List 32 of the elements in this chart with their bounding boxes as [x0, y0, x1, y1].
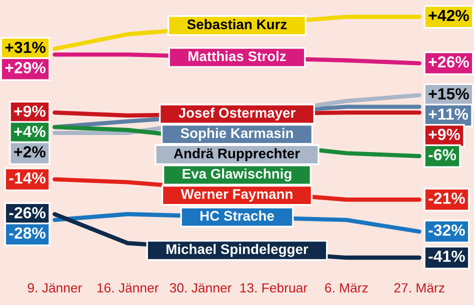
- series-label: Eva Glawischnig: [182, 168, 292, 182]
- data-label: +11%: [428, 108, 468, 120]
- x-tick-label: 13. Februar: [240, 282, 308, 293]
- data-label: +9%: [14, 106, 46, 117]
- x-tick-label: 9. Jänner: [28, 283, 82, 293]
- x-tick-label: 16. Jänner: [97, 283, 159, 293]
- data-label: +26%: [428, 56, 469, 68]
- x-tick-label: 6. März: [325, 283, 368, 293]
- data-label: -41%: [428, 250, 465, 262]
- data-label: -14%: [9, 172, 46, 184]
- series-label: Andrä Rupprechter: [174, 148, 300, 162]
- data-label: -28%: [9, 227, 46, 239]
- data-label: -26%: [9, 207, 46, 218]
- data-label: -21%: [428, 192, 465, 204]
- data-label: -32%: [428, 224, 465, 236]
- series-label: HC Strache: [200, 210, 274, 221]
- data-label: -6%: [428, 149, 456, 160]
- series-label: Sebastian Kurz: [187, 19, 287, 30]
- data-label: +9%: [428, 128, 460, 140]
- series-label: Josef Ostermayer: [178, 108, 296, 121]
- data-label: +29%: [5, 62, 46, 74]
- series-label: Sophie Karmasin: [180, 128, 293, 141]
- series-label: Werner Faymann: [180, 189, 292, 202]
- data-label: +4%: [14, 126, 46, 138]
- data-label: +2%: [14, 146, 46, 158]
- x-tick-label: 30. Jänner: [170, 283, 232, 293]
- data-label: +15%: [428, 88, 469, 100]
- data-label: +42%: [428, 10, 469, 22]
- series-label: Matthias Strolz: [188, 50, 286, 62]
- data-label: +31%: [5, 42, 46, 54]
- x-tick-label: 27. März: [394, 283, 444, 293]
- series-label: Michael Spindelegger: [166, 244, 308, 257]
